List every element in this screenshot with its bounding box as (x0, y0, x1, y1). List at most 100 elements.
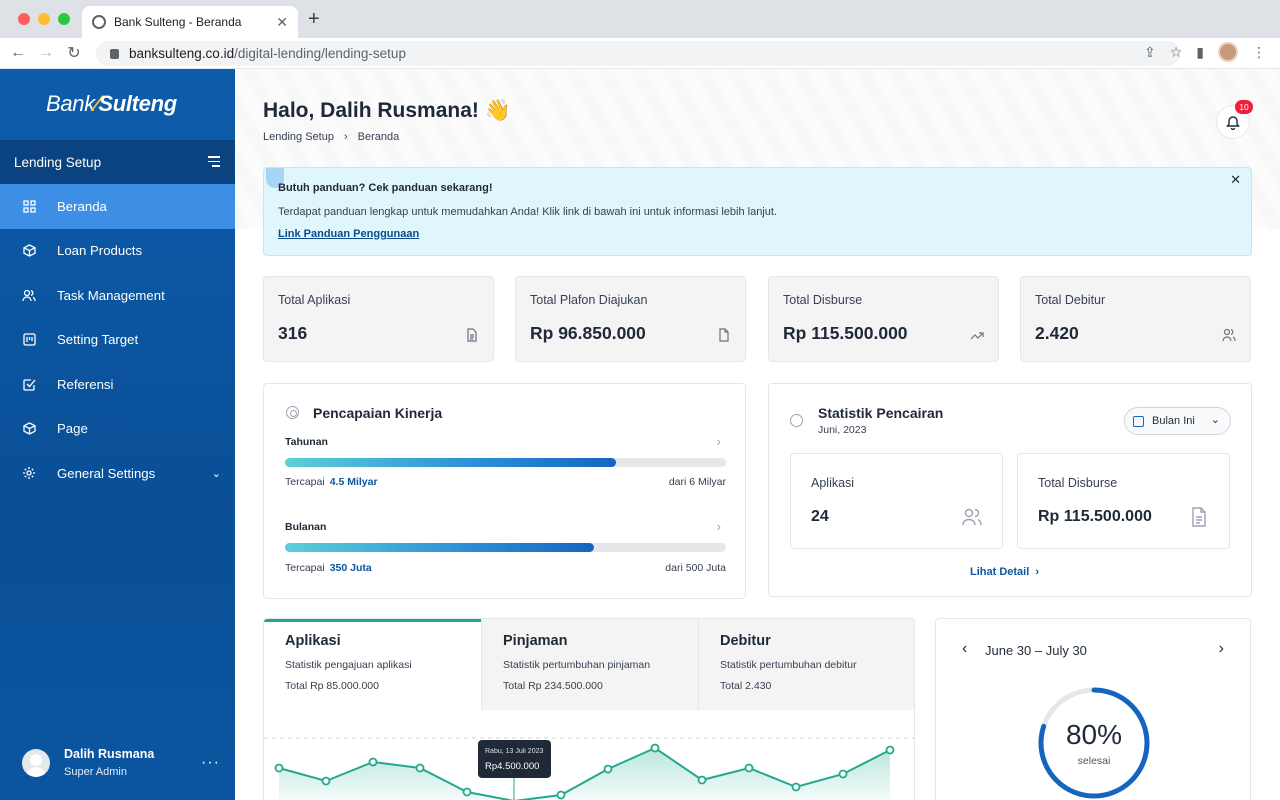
box-label: Aplikasi (811, 476, 855, 490)
kinerja-yearly-label: Tahunan (285, 436, 328, 448)
star-icon[interactable]: ☆ (1169, 43, 1183, 60)
breadcrumb-lending-setup[interactable]: Lending Setup (263, 131, 334, 143)
stat-label: Total Plafon Diajukan (530, 293, 648, 307)
chevron-down-icon[interactable]: ⌄ (211, 467, 221, 480)
sidebar-item-task-management[interactable]: Task Management (0, 273, 235, 318)
close-tab-icon[interactable]: ✕ (276, 13, 288, 30)
tab-name: Pinjaman (503, 633, 568, 649)
user-name: Dalih Rusmana (64, 747, 155, 761)
sidebar-item-loan-products[interactable]: Loan Products (0, 229, 235, 274)
user-profile[interactable]: Dalih Rusmana Super Admin ··· (22, 747, 220, 778)
sidepanel-icon[interactable]: ▮ (1196, 43, 1204, 60)
pencairan-box-aplikasi: Aplikasi 24 (790, 453, 1003, 549)
sidebar-item-referensi[interactable]: Referensi (0, 362, 235, 407)
chevron-right-icon[interactable]: › (716, 519, 721, 534)
sidebar-item-page[interactable]: Page (0, 407, 235, 452)
reload-icon[interactable]: ↻ (67, 45, 81, 62)
tooltip-value: Rp4.500.000 (485, 761, 540, 772)
achieved-value: 350 Juta (329, 562, 372, 574)
chevron-right-icon[interactable]: › (1218, 640, 1224, 657)
users-icon (1222, 328, 1236, 342)
progress-ring (1038, 687, 1150, 799)
stat-card-total-disburse: Total Disburse Rp 115.500.000 (768, 276, 999, 362)
progress-percent: 80% (1065, 719, 1123, 750)
share-icon[interactable]: ⇪ (1143, 43, 1156, 60)
sidebar-item-setting-target[interactable]: Setting Target (0, 318, 235, 363)
sidebar-item-general-settings[interactable]: General Settings ⌄ (0, 451, 235, 496)
bell-icon (1226, 115, 1240, 130)
tab-bar: Bank Sulteng - Beranda ✕ + (0, 0, 1280, 38)
stat-value: Rp 115.500.000 (783, 323, 908, 343)
guide-link[interactable]: Link Panduan Penggunaan (278, 228, 420, 240)
sidebar-item-beranda[interactable]: Beranda (0, 184, 235, 229)
kebab-menu-icon[interactable]: ⋮ (1252, 43, 1266, 60)
url-host: banksulteng.co.id (129, 46, 235, 61)
target-value: dari 500 Juta (665, 562, 726, 574)
kinerja-card: Pencapaian Kinerja Tahunan › Tercapai 4.5… (263, 383, 746, 599)
sidebar-item-label: Referensi (57, 376, 114, 392)
lock-icon (110, 48, 119, 59)
statistics-tabs: Aplikasi Statistik pengajuan aplikasi To… (263, 618, 915, 800)
chevron-left-icon[interactable]: ‹ (962, 640, 968, 657)
forward-icon[interactable]: → (38, 44, 54, 61)
box-value: Rp 115.500.000 (1038, 508, 1152, 525)
stat-value: 2.420 (1035, 323, 1079, 343)
box-value: 24 (811, 508, 829, 525)
box-icon (22, 422, 36, 436)
breadcrumb-beranda: Beranda (357, 131, 400, 143)
new-tab-button[interactable]: + (308, 8, 320, 30)
pie-chart-icon (790, 414, 803, 427)
chart-tooltip: Rabu, 13 Juli 2023 Rp4.500.000 (478, 740, 551, 778)
chevron-down-icon: ⌄ (1210, 414, 1220, 426)
alert-text: Terdapat panduan lengkap untuk memudahka… (278, 206, 777, 218)
tab-pinjaman[interactable]: Pinjaman Statistik pertumbuhan pinjaman … (481, 619, 698, 710)
period-dropdown[interactable]: Bulan Ini ⌄ (1124, 407, 1231, 435)
document-icon (1192, 507, 1206, 527)
browser-tab[interactable]: Bank Sulteng - Beranda ✕ (82, 6, 298, 38)
stat-label: Total Aplikasi (278, 293, 351, 307)
bank-logo[interactable]: Bank⁄Sulteng (46, 91, 177, 117)
profile-avatar[interactable] (1218, 42, 1238, 62)
sidebar-item-label: Page (57, 421, 88, 437)
chevron-right-icon[interactable]: › (716, 434, 721, 449)
pencairan-date: Juni, 2023 (818, 424, 867, 436)
tab-aplikasi[interactable]: Aplikasi Statistik pengajuan aplikasi To… (264, 619, 481, 710)
window-controls (18, 13, 70, 25)
stat-value: Rp 96.850.000 (530, 323, 646, 343)
stat-label: Total Debitur (1035, 293, 1106, 307)
more-options-icon[interactable]: ··· (201, 753, 220, 771)
stat-label: Total Disburse (783, 293, 863, 307)
kinerja-monthly-track (285, 543, 726, 552)
sidebar-item-label: Setting Target (57, 332, 139, 348)
tab-debitur[interactable]: Debitur Statistik pertumbuhan debitur To… (698, 619, 914, 710)
kinerja-yearly-fill (285, 458, 616, 467)
series-line (278, 746, 891, 800)
sidebar: Bank⁄Sulteng Lending Setup Beranda Loan … (0, 69, 235, 800)
user-role: Super Admin (64, 766, 127, 778)
tab-total: Total 2.430 (720, 680, 772, 692)
area-fill (279, 748, 890, 800)
url-field[interactable]: banksulteng.co.id/digital-lending/lendin… (96, 41, 1180, 66)
file-icon (719, 328, 729, 342)
lihat-detail-link[interactable]: Lihat Detail › (970, 566, 1039, 578)
users-icon (962, 508, 982, 526)
maximize-window-button[interactable] (58, 13, 70, 25)
back-icon[interactable]: ← (10, 44, 26, 61)
close-icon[interactable]: ✕ (1230, 172, 1241, 187)
tooltip-date: Rabu, 13 Juli 2023 (485, 748, 544, 755)
tab-total: Total Rp 234.500.000 (503, 680, 603, 692)
kinerja-title: Pencapaian Kinerja (313, 405, 443, 421)
period-dropdown-value: Bulan Ini (1152, 415, 1195, 427)
achieved-value: 4.5 Milyar (329, 476, 378, 488)
achieved-prefix: Tercapai (285, 562, 325, 574)
sidebar-menu: Beranda Loan Products Task Management Se… (0, 184, 235, 496)
hamburger-icon[interactable] (208, 156, 220, 170)
page-title: Halo, Dalih Rusmana! 👋 (263, 99, 511, 122)
sidebar-item-label: General Settings (57, 465, 156, 481)
minimize-window-button[interactable] (38, 13, 50, 25)
close-window-button[interactable] (18, 13, 30, 25)
check-square-icon (22, 377, 36, 391)
logo-text-sulteng: Sulteng (98, 91, 177, 116)
pencairan-box-disburse: Total Disburse Rp 115.500.000 (1017, 453, 1230, 549)
